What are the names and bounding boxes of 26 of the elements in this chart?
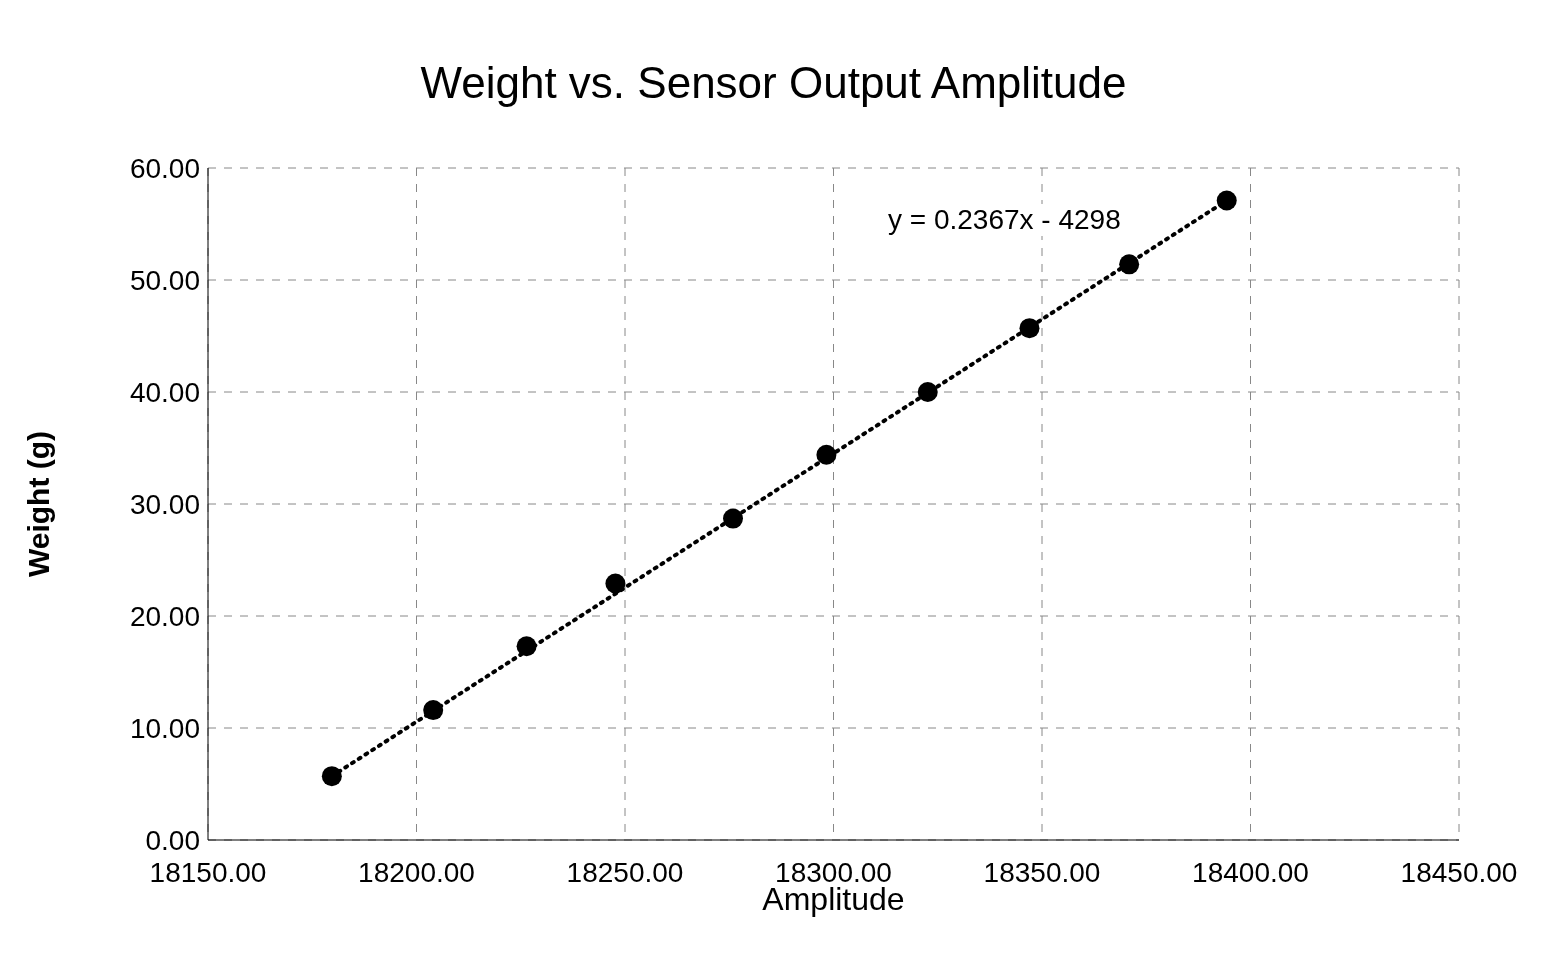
annotation: y = 0.2367x - 4298 <box>888 204 1121 236</box>
point <box>1019 318 1040 339</box>
point <box>516 636 537 657</box>
x-tick-label: 18450.00 <box>1400 856 1518 888</box>
point <box>917 382 938 402</box>
y-tick-label: 40.00 <box>129 376 200 408</box>
x-tick-label: 18350.00 <box>983 856 1101 888</box>
chart-title: Weight vs. Sensor Output Amplitude <box>419 58 1128 108</box>
y-tick-label: 50.00 <box>129 264 200 296</box>
x-tick-label: 18200.00 <box>358 856 475 888</box>
y-tick-label: 0.00 <box>145 824 200 856</box>
point <box>1216 190 1237 211</box>
point <box>1119 254 1140 275</box>
x-tick-label: 18400.00 <box>1192 856 1309 888</box>
y-tick-label: 60.00 <box>129 152 200 184</box>
point <box>423 700 444 721</box>
y-tick-label: 10.00 <box>129 712 200 744</box>
x-tick-label: 18250.00 <box>566 856 684 888</box>
y-tick-label: 20.00 <box>129 600 200 632</box>
y-axis-title: Weight (g) <box>21 430 55 578</box>
point <box>816 444 837 465</box>
x-tick-label: 18150.00 <box>149 856 267 888</box>
point <box>321 766 342 787</box>
point <box>605 573 626 594</box>
y-tick-label: 30.00 <box>129 488 200 520</box>
point <box>723 508 743 529</box>
